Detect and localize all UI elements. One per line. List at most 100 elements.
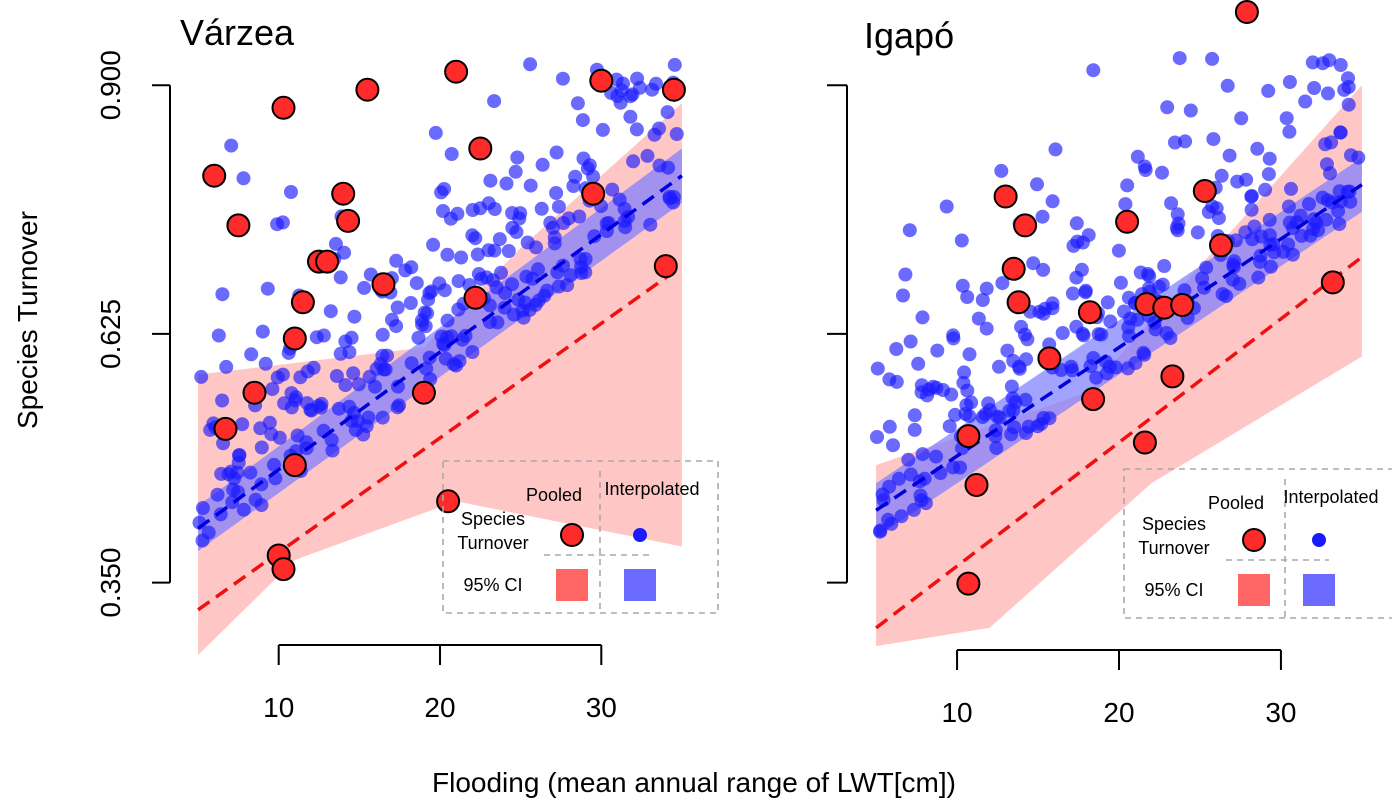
interpolated-point xyxy=(1030,177,1044,192)
pooled-point xyxy=(468,136,493,161)
interpolated-point xyxy=(886,438,900,453)
interpolated-point xyxy=(956,375,971,390)
interpolated-point xyxy=(270,370,285,385)
interpolated-point xyxy=(881,512,896,527)
interpolated-point xyxy=(555,71,570,86)
interpolated-point xyxy=(347,309,362,324)
interpolated-point xyxy=(390,400,405,415)
interpolated-point xyxy=(870,361,885,376)
interpolated-point xyxy=(896,288,910,303)
interpolated-point xyxy=(903,334,918,349)
interpolated-point xyxy=(1332,217,1347,232)
legend-header-pooled: Pooled xyxy=(1208,493,1264,513)
interpolated-point xyxy=(434,185,449,200)
pooled-point xyxy=(1081,387,1106,412)
interpolated-point xyxy=(422,286,437,300)
interpolated-point xyxy=(350,414,365,429)
interpolated-point xyxy=(221,467,236,482)
interpolated-point xyxy=(979,281,994,296)
interpolated-point xyxy=(669,127,684,141)
interpolated-point xyxy=(1069,216,1084,231)
interpolated-point xyxy=(882,479,897,494)
pooled-point xyxy=(444,59,469,84)
interpolated-point xyxy=(1183,103,1198,118)
interpolated-point xyxy=(906,502,921,517)
interpolated-point xyxy=(375,327,390,342)
interpolated-point xyxy=(1341,71,1355,86)
interpolated-point xyxy=(1190,225,1205,240)
interpolated-point xyxy=(1111,243,1126,258)
pooled-point xyxy=(589,68,614,93)
interpolated-point xyxy=(1066,238,1081,253)
interpolated-point xyxy=(254,440,269,455)
interpolated-point xyxy=(537,288,552,303)
legend-header-interpolated: Interpolated xyxy=(604,479,699,499)
interpolated-point xyxy=(516,310,531,325)
interpolated-point xyxy=(556,216,571,230)
legend-header-pooled: Pooled xyxy=(526,485,582,505)
interpolated-point xyxy=(1138,163,1153,177)
interpolated-point xyxy=(958,407,973,421)
legend-frame xyxy=(1123,468,1392,619)
interpolated-point xyxy=(255,324,270,339)
interpolated-point xyxy=(1081,228,1096,243)
interpolated-point xyxy=(357,280,372,295)
interpolated-point xyxy=(309,330,324,345)
interpolated-point xyxy=(375,348,390,363)
interpolated-point xyxy=(609,72,624,87)
interpolated-point xyxy=(1214,168,1229,183)
interpolated-point xyxy=(1100,295,1115,310)
interpolated-point xyxy=(451,274,466,289)
interpolated-point xyxy=(942,419,957,434)
x-tick-label: 30 xyxy=(586,692,617,723)
interpolated-point xyxy=(1318,137,1333,152)
interpolated-point xyxy=(661,160,676,175)
interpolated-point xyxy=(325,443,340,458)
x-tick-label: 10 xyxy=(941,697,972,728)
interpolated-point xyxy=(194,369,209,384)
legend-varzea: Pooled Interpolated Species Turnover 95% CI xyxy=(442,460,719,614)
interpolated-point xyxy=(1155,277,1170,292)
pooled-point xyxy=(371,272,396,297)
interpolated-point xyxy=(275,215,290,230)
interpolated-point xyxy=(1282,75,1297,89)
interpolated-point xyxy=(518,295,532,310)
interpolated-point xyxy=(660,105,675,120)
pooled-point xyxy=(1037,346,1062,371)
interpolated-point xyxy=(647,127,662,142)
interpolated-point xyxy=(939,199,954,214)
interpolated-point xyxy=(626,154,641,169)
y-tick-label: 0.625 xyxy=(95,299,126,369)
interpolated-point xyxy=(560,278,575,293)
interpolated-point xyxy=(549,186,564,200)
interpolated-point xyxy=(236,502,251,517)
pooled-point xyxy=(336,208,361,233)
interpolated-point xyxy=(889,342,904,356)
interpolated-point xyxy=(375,410,390,425)
interpolated-point xyxy=(428,125,443,140)
interpolated-point xyxy=(623,109,638,124)
interpolated-point xyxy=(605,182,620,197)
interpolated-point xyxy=(1094,327,1109,342)
legend-pooled-point xyxy=(560,523,584,547)
interpolated-point xyxy=(1205,51,1220,66)
interpolated-point xyxy=(284,185,298,199)
pooled-point xyxy=(436,489,461,514)
pooled-point xyxy=(1001,256,1026,281)
interpolated-point xyxy=(1118,197,1133,212)
interpolated-point xyxy=(990,409,1005,424)
interpolated-point xyxy=(520,235,535,250)
pooled-point xyxy=(1115,209,1140,234)
interpolated-point xyxy=(575,113,590,128)
interpolated-point xyxy=(1006,403,1021,418)
pooled-point xyxy=(1170,293,1195,317)
interpolated-point xyxy=(1195,271,1210,286)
interpolated-point xyxy=(235,417,250,432)
interpolated-point xyxy=(921,382,936,397)
interpolated-point xyxy=(1244,189,1259,203)
interpolated-point xyxy=(210,487,225,502)
interpolated-point xyxy=(992,359,1006,374)
interpolated-point xyxy=(1226,257,1241,272)
interpolated-point xyxy=(1086,63,1101,78)
pooled-point xyxy=(242,380,267,405)
